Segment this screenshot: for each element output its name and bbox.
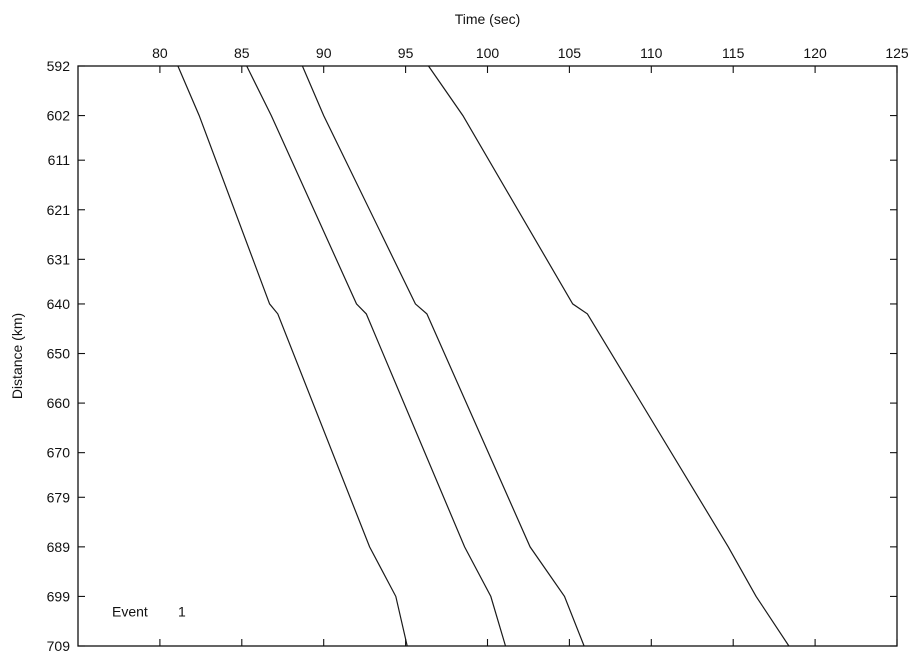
y-tick-label: 621	[47, 202, 71, 218]
x-tick-label: 105	[558, 45, 582, 61]
y-axis-ticks: 592 602 611 621 631 640 650 660 670 679 689 699 709	[47, 58, 897, 652]
x-axis-title: Time (sec)	[455, 11, 521, 27]
x-tick-label: 95	[398, 45, 414, 61]
y-axis-title: Distance (km)	[9, 313, 25, 399]
trace-line-1	[177, 65, 408, 647]
x-tick-label: 115	[722, 45, 745, 61]
trace-line-2	[246, 65, 507, 647]
x-tick-label: 80	[152, 45, 168, 61]
y-tick-label: 640	[47, 296, 71, 312]
y-tick-label: 611	[48, 152, 71, 168]
x-tick-label: 110	[640, 45, 663, 61]
y-tick-label: 709	[47, 638, 71, 652]
x-tick-label: 100	[476, 45, 500, 61]
y-tick-label: 650	[47, 346, 71, 362]
plot-frame	[77, 65, 898, 647]
y-tick-label: 592	[47, 58, 71, 74]
x-axis-ticks: 80 85 90 95 100 105 110 115 120 125	[152, 45, 909, 646]
y-tick-label: 602	[47, 108, 71, 124]
trace-line-4	[428, 65, 790, 647]
event-number: 1	[178, 603, 186, 619]
trace-line-3	[301, 65, 585, 647]
x-tick-label: 85	[234, 45, 250, 61]
y-tick-label: 689	[47, 539, 71, 555]
traces	[177, 65, 790, 647]
y-tick-label: 660	[47, 395, 71, 411]
event-label: Event	[112, 603, 148, 619]
x-tick-label: 125	[885, 45, 909, 61]
x-tick-label: 90	[316, 45, 332, 61]
x-tick-label: 120	[803, 45, 827, 61]
y-tick-label: 670	[47, 445, 71, 461]
y-tick-label: 679	[47, 489, 71, 505]
y-tick-label: 631	[47, 251, 71, 267]
y-tick-label: 699	[47, 588, 71, 604]
